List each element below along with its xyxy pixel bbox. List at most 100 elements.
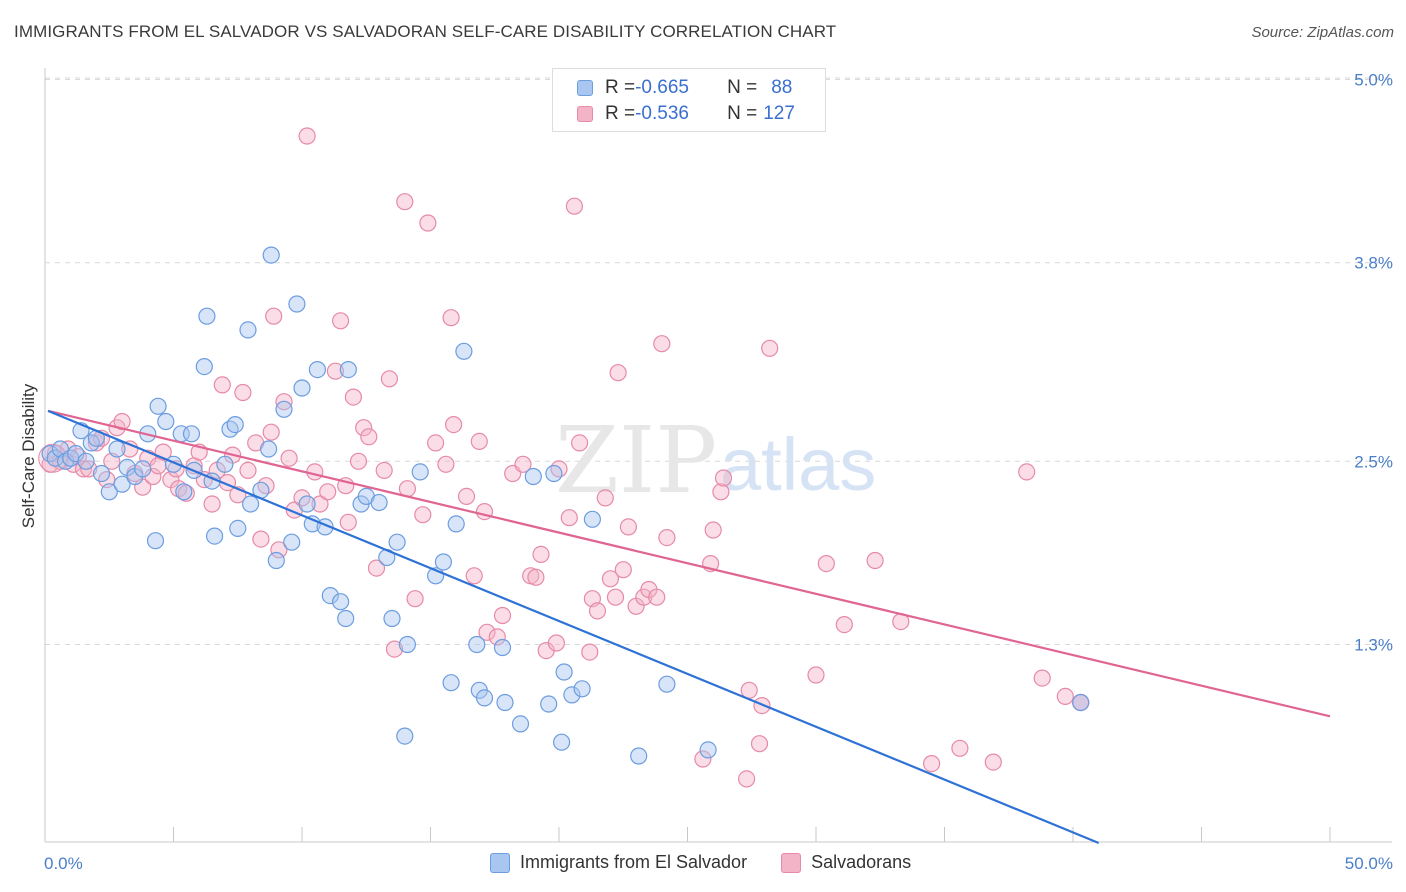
el-salvador-point [442,674,460,692]
salvadorans-point [1033,669,1051,687]
salvadorans-point [344,388,362,406]
salvadorans-point [87,434,106,452]
salvadorans-point [570,434,589,452]
el-salvador-point [573,680,591,698]
el-salvador-point [308,361,326,379]
el-salvador-point [288,295,306,313]
salvadorans-point [326,362,344,380]
salvadorans-point [581,643,599,661]
y-axis-title: Self-Care Disability [19,383,38,528]
el-salvador-point [92,464,111,483]
el-salvador-point [283,533,301,551]
correlation-legend: R = -0.665 N = 88 R = -0.536 N = 127 [552,68,826,132]
salvadorans-point [360,428,378,446]
watermark: ZIP atlas [555,407,876,514]
el-salvador-point [630,747,648,765]
el-salvador-point [468,635,486,654]
x-tick-label: 50.0% [1345,854,1393,873]
salvadorans-point [922,754,941,773]
salvadorans-point [565,197,584,215]
el-salvador-point [41,445,59,463]
tick-labels: 1.3% 2.5% 3.8% 5.0% 0.0% 50.0% Self-Care Disab… [19,71,1393,874]
salvadorans-point [262,423,280,441]
el-salvador-point [583,510,602,528]
el-salvador-point [198,307,216,325]
salvadorans-point [560,509,578,527]
salvadorans-point [414,506,432,524]
el-salvador-point [411,463,429,481]
salvadorans-point [319,483,337,501]
axes [44,68,1392,843]
el-salvador-points [41,246,1090,765]
legend-swatch-blue [577,80,593,96]
legend-r-label: R = [605,77,636,98]
salvadorans-point [445,416,463,434]
salvadorans-point [339,513,357,531]
salvadorans-point [737,770,756,788]
salvadorans-point [547,634,566,652]
salvadorans-point [714,469,733,487]
x-tick-label: 0.0% [44,854,83,873]
el-salvador-point [337,609,355,628]
el-salvador-point [108,440,126,458]
el-salvador-trend-line [47,409,1100,845]
salvadorans-point [550,460,568,478]
el-salvador-point [511,715,530,733]
watermark-atlas: atlas [720,423,876,506]
salvadorans-point [311,495,329,513]
el-salvador-point [658,675,676,693]
el-salvador-point [275,400,293,418]
source-label: Source: ZipAtlas.com [1251,24,1394,41]
salvadorans-point [355,419,373,437]
salvadorans-point [712,483,730,501]
el-salvador-point [398,635,416,654]
el-salvador-point [370,493,388,512]
salvadorans-point [470,432,488,450]
salvadorans-point [234,383,252,402]
salvadorans-point [658,528,676,547]
salvadorans-point [442,309,460,327]
salvadorans-point [396,193,414,211]
salvadorans-point [465,567,483,585]
salvadorans-point [457,487,476,505]
salvadorans-point [614,561,632,579]
salvadorans-point [1018,463,1036,481]
el-salvador-point [699,741,717,759]
salvadorans-point [527,568,545,586]
salvadorans-point [514,455,532,473]
trend-lines [47,409,1331,845]
el-salvador-point [157,412,175,431]
el-salvador-point [339,361,357,379]
grid-lines [45,77,1392,645]
salvadorans-point [951,739,969,757]
salvadorans-point [488,628,506,646]
legend-item-salvadorans[interactable]: Salvadorans [781,852,911,873]
el-salvador-point [447,515,465,533]
salvadorans-point [588,602,607,620]
el-salvador-point [175,483,193,501]
salvadorans-point [367,559,386,577]
el-salvador-point [262,246,280,264]
y-tick-label: 3.8% [1354,254,1393,273]
salvadorans-point [835,615,853,634]
el-salvador-point [298,495,316,513]
el-salvador-point [226,416,244,434]
y-tick-label: 1.3% [1354,635,1393,654]
salvadorans-point [704,521,722,539]
el-salvador-point [540,695,558,713]
salvadorans-point [606,588,625,606]
legend-item-el-salvador[interactable]: Immigrants from El Salvador [490,852,747,873]
salvadorans-point [648,588,666,606]
salvadorans-point [596,489,614,507]
legend-r-value: -0.665 [635,77,689,98]
legend-swatch-pink [577,106,593,122]
el-salvador-point [239,321,257,339]
salvadorans-point [653,335,671,353]
salvadorans-point [406,590,424,608]
el-salvador-point [242,495,260,513]
salvadorans-point [750,735,769,753]
legend-n-value: 127 [763,103,795,124]
legend-label-salvadorans: Salvadorans [811,852,912,872]
el-salvador-point [134,460,152,478]
series-legend: Immigrants from El Salvador Salvadorans [490,852,945,873]
